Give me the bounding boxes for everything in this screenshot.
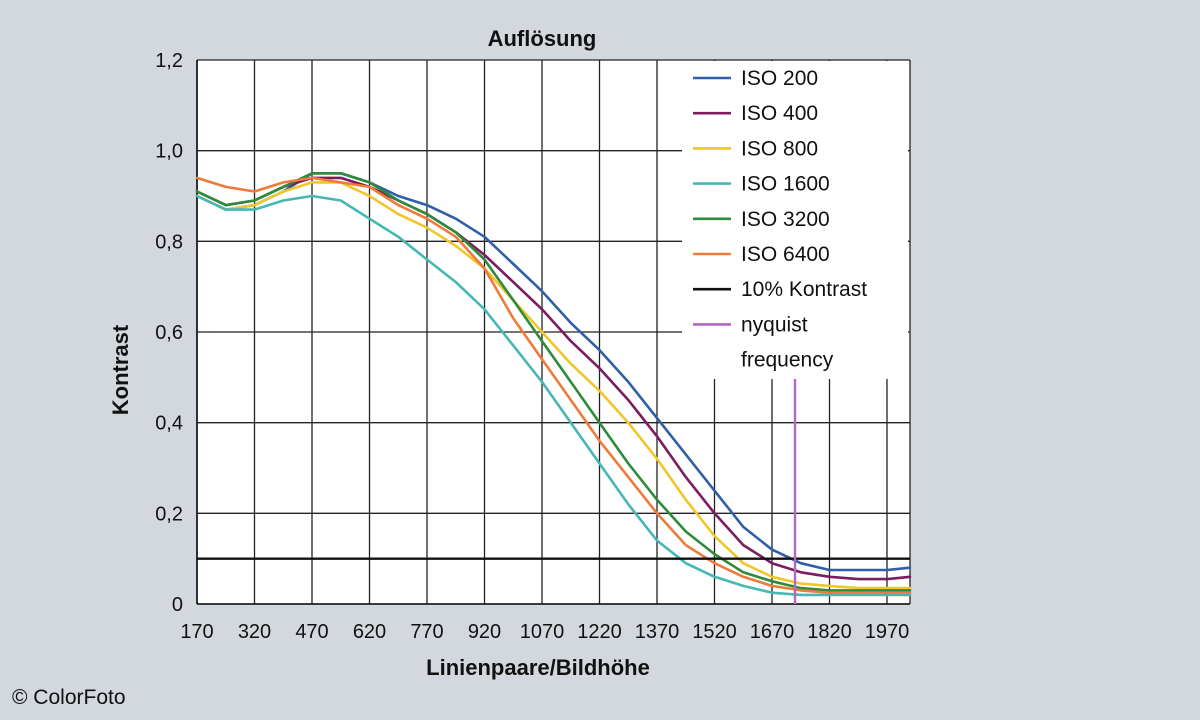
x-tick-label: 920 (468, 621, 501, 643)
x-tick-labels: 170 320 470 620 770 920 1070 1220 1370 1520 1670 18… (180, 621, 909, 643)
y-tick-label: 1,2 (155, 50, 183, 72)
legend-entry: ISO 3200 (741, 208, 830, 231)
legend-entry: 10% Kontrast (741, 278, 867, 301)
legend-entry: ISO 1600 (741, 173, 830, 196)
y-tick-labels: 0 0,2 0,4 0,6 0,8 1,0 1,2 (155, 50, 183, 616)
x-tick-label: 1670 (750, 621, 795, 643)
reference-lines (197, 379, 910, 604)
y-tick-label: 0,8 (155, 231, 183, 253)
y-tick-label: 0 (172, 594, 183, 616)
x-tick-label: 1970 (865, 621, 910, 643)
x-tick-label: 770 (410, 621, 443, 643)
legend-entry: ISO 200 (741, 67, 818, 90)
legend-entry: nyquist frequency (741, 313, 834, 371)
legend-entry: ISO 400 (741, 102, 818, 125)
x-tick-label: 1820 (807, 621, 852, 643)
legend: ISO 200 ISO 400 ISO 800 ISO 1600 ISO 3200 ISO… (682, 61, 908, 379)
x-tick-label: 1070 (520, 621, 565, 643)
chart-title: Auflösung (488, 26, 597, 51)
y-tick-label: 0,6 (155, 322, 183, 344)
legend-entry-line: frequency (741, 348, 834, 371)
x-tick-label: 470 (295, 621, 328, 643)
x-axis-label: Linienpaare/Bildhöhe (426, 655, 650, 680)
legend-entry-line: nyquist (741, 313, 808, 336)
x-tick-label: 1220 (577, 621, 622, 643)
legend-entry: ISO 800 (741, 137, 818, 160)
y-tick-label: 1,0 (155, 141, 183, 163)
x-tick-label: 320 (238, 621, 271, 643)
y-axis-label: Kontrast (108, 324, 133, 415)
x-tick-label: 1520 (692, 621, 737, 643)
x-tick-label: 1370 (635, 621, 680, 643)
copyright-notice: © ColorFoto (12, 686, 126, 709)
legend-entry: ISO 6400 (741, 243, 830, 266)
y-tick-label: 0,4 (155, 413, 183, 435)
y-tick-label: 0,2 (155, 503, 183, 525)
x-tick-label: 620 (353, 621, 386, 643)
x-tick-label: 170 (180, 621, 213, 643)
